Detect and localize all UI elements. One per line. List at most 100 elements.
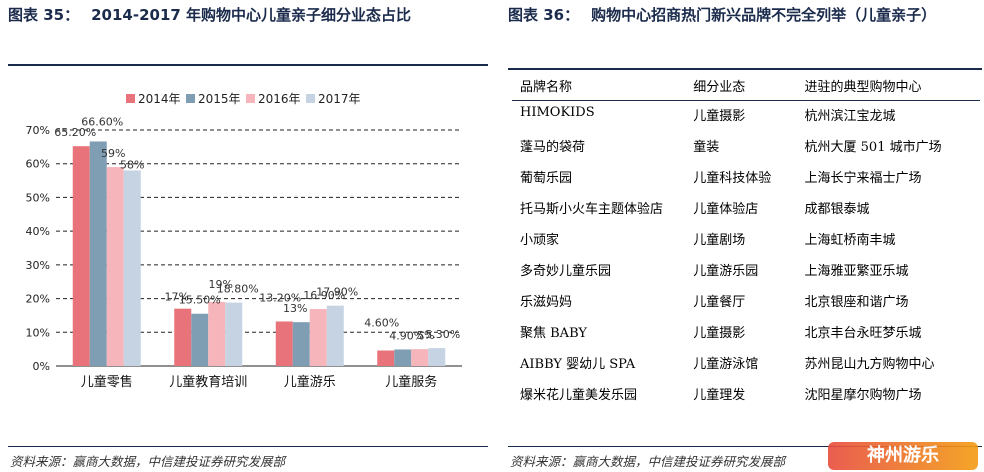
data-label: 19% [209, 278, 233, 291]
brand-name-cell: 聚焦 BABY [520, 326, 587, 341]
table-figure-caption: 购物中心招商热门新兴品牌不完全列举（儿童亲子） [591, 6, 937, 24]
bar [174, 308, 192, 366]
header-mall: 进驻的典型购物中心 [796, 70, 980, 101]
mall-cell: 北京丰台永旺梦乐城 [804, 326, 922, 341]
table-row: 乐滋妈妈 儿童餐厅 北京银座和谐广场 [512, 287, 980, 318]
mall-cell: 成都银泰城 [804, 202, 870, 217]
table-row: 蓬马的袋荷 童装 杭州大厦 501 城市广场 [512, 132, 980, 163]
table-bottom-rule [508, 446, 982, 447]
category-cell: 儿童理发 [693, 388, 746, 403]
chart-figure-number: 图表 35： [8, 6, 80, 24]
chart-figure-title: 图表 35： 2014-2017 年购物中心儿童亲子细分业态占比 [8, 2, 488, 28]
data-label: 17.90% [316, 286, 358, 299]
brand-name-cell: AIBBY 婴幼儿 SPA [520, 357, 636, 372]
chart-source-note: 资料来源：赢商大数据，中信建投证券研究发展部 [10, 454, 286, 469]
data-label: 58% [120, 158, 144, 171]
bar [72, 146, 90, 366]
table-row: 小顽家 儿童剧场 上海虹桥南丰城 [512, 225, 980, 256]
category-cell: 儿童剧场 [693, 233, 746, 248]
y-tick-label: 60% [26, 158, 50, 171]
category-cell: 儿童体验店 [693, 202, 759, 217]
category-cell: 童装 [693, 140, 720, 155]
data-label: 4.60% [364, 316, 399, 329]
legend-label: 2014年 [138, 92, 181, 106]
table-body: HIMOKIDS 儿童摄影 杭州滨江宝龙城 蓬马的袋荷 童装 杭州大厦 501 城市广场葡… [512, 101, 980, 412]
brand-name-cell: 多奇妙儿童乐园 [520, 264, 612, 279]
table-row: HIMOKIDS 儿童摄影 杭州滨江宝龙城 [512, 101, 980, 133]
brand-name-cell: 小顽家 [520, 233, 560, 248]
brand-table: 品牌名称 细分业态 进驻的典型购物中心 HIMOKIDS 儿童摄影 杭州滨江宝龙城蓬… [512, 70, 980, 411]
x-tick-label: 儿童教育培训 [169, 374, 247, 390]
bar [123, 170, 141, 366]
x-tick-label: 儿童服务 [385, 374, 437, 390]
chart-legend: 2014年 2015年 2016年 2017年 [126, 92, 361, 106]
watermark-logo: 神州游乐 [828, 442, 978, 470]
data-label: 66.60% [81, 115, 123, 128]
data-label: 16.90% [303, 289, 345, 302]
legend-swatch [306, 94, 315, 103]
table-source-note: 资料来源：赢商大数据，中信建投证券研究发展部 [510, 454, 786, 469]
data-label: 15.50% [179, 294, 221, 307]
legend-swatch [126, 94, 135, 103]
y-tick-label: 40% [26, 225, 50, 238]
legend-label: 2016年 [258, 92, 301, 106]
table-row: 爆米花儿童美发乐园 儿童理发 沈阳星摩尔购物广场 [512, 380, 980, 411]
header-category: 细分业态 [685, 70, 797, 101]
table-figure-number: 图表 36： [508, 6, 580, 24]
bar [428, 348, 446, 366]
y-tick-label: 70% [26, 124, 50, 137]
data-label: 13% [283, 302, 307, 315]
category-cell: 儿童游乐园 [693, 264, 759, 279]
category-cell: 儿童游泳馆 [693, 357, 759, 372]
table-top-rule [508, 68, 982, 70]
category-cell: 儿童摄影 [693, 109, 746, 124]
mall-cell: 北京银座和谐广场 [804, 295, 909, 310]
mall-cell: 苏州昆山九方购物中心 [804, 357, 935, 372]
data-label: 4.90% [389, 329, 424, 342]
y-tick-label: 0% [33, 360, 50, 373]
chart-bottom-rule [8, 446, 488, 447]
x-axis-ticks: 儿童零售 儿童教育培训 儿童游乐 儿童服务 [81, 374, 438, 390]
brand-name-cell: 爆米花儿童美发乐园 [520, 388, 638, 403]
bar [292, 322, 310, 366]
mall-cell: 上海长宁来福士广场 [804, 171, 922, 186]
mall-cell: 上海虹桥南丰城 [804, 233, 896, 248]
bar-chart: 0%10%20%30%40%50%60%70% 65.20%66.60%59%5… [26, 92, 462, 390]
chart-data-labels: 65.20%66.60% 59%58% 17%15.50% 19%18.80%13.2… [54, 115, 460, 342]
data-label: 13.20% [259, 291, 301, 304]
bar [326, 305, 344, 366]
chart-top-rule [8, 64, 488, 66]
data-label: 17% [165, 291, 189, 304]
mall-cell: 沈阳星摩尔购物广场 [804, 388, 922, 403]
bar [89, 141, 107, 366]
y-tick-label: 50% [26, 191, 50, 204]
y-tick-label: 30% [26, 259, 50, 272]
bar [208, 301, 226, 366]
chart-bars [72, 141, 446, 366]
table-row: 葡萄乐园 儿童科技体验 上海长宁来福士广场 [512, 163, 980, 194]
bar [411, 349, 429, 366]
legend-swatch [246, 94, 255, 103]
mall-cell: 上海雅亚繁亚乐城 [804, 264, 909, 279]
brand-name-cell: HIMOKIDS [520, 105, 595, 120]
bar [394, 349, 412, 366]
brand-name-cell: 葡萄乐园 [520, 171, 573, 186]
y-axis-ticks: 0% 10% 20% 30% 40% 50% 60% 70% [26, 124, 50, 373]
bar [225, 302, 243, 366]
data-label: 59% [101, 147, 125, 160]
legend-label: 2015年 [198, 92, 241, 106]
category-cell: 儿童科技体验 [693, 171, 772, 186]
data-label: 5.30% [425, 328, 460, 341]
mall-cell: 杭州滨江宝龙城 [804, 109, 896, 124]
table-row: 聚焦 BABY 儿童摄影 北京丰台永旺梦乐城 [512, 318, 980, 349]
legend-swatch [186, 94, 195, 103]
table-row: 多奇妙儿童乐园 儿童游乐园 上海雅亚繁亚乐城 [512, 256, 980, 287]
x-tick-label: 儿童游乐 [284, 374, 336, 390]
table-header-row: 品牌名称 细分业态 进驻的典型购物中心 [512, 70, 980, 101]
data-label: 18.80% [217, 283, 259, 296]
category-cell: 儿童餐厅 [693, 295, 746, 310]
x-tick-label: 儿童零售 [81, 374, 133, 390]
bar [106, 167, 124, 366]
bar [309, 309, 327, 366]
category-cell: 儿童摄影 [693, 326, 746, 341]
